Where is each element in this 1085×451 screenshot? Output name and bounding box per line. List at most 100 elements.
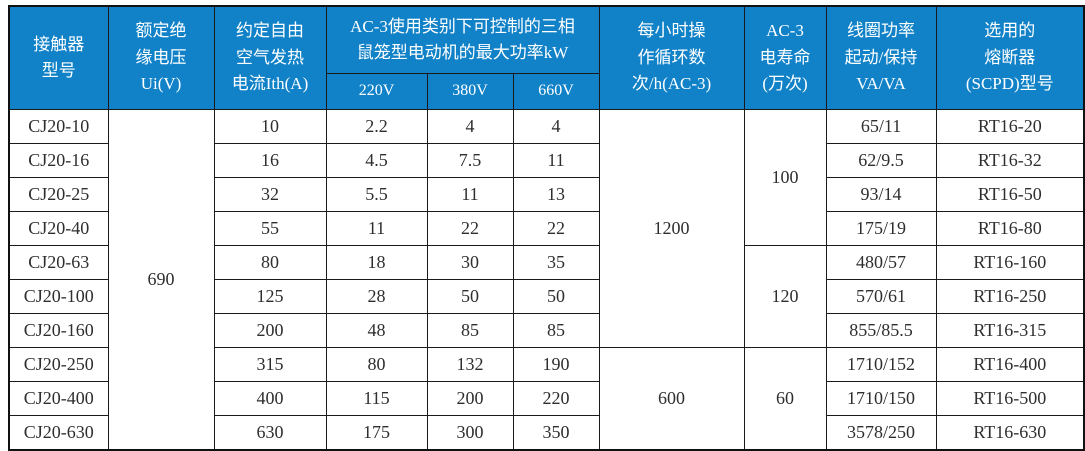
header-model: 接触器 型号 (8, 5, 109, 110)
cell-p220: 4.5 (325, 143, 428, 178)
cell-p380: 4 (426, 109, 514, 144)
cell-cycles-group2: 600 (598, 347, 745, 451)
cell-p220: 28 (325, 279, 428, 314)
cell-fuse: RT16-32 (935, 143, 1085, 178)
table-row: CJ20-40 55 11 22 22 175/19 RT16-80 (8, 211, 1085, 246)
header-220v: 220V (325, 73, 428, 110)
cell-p380: 30 (426, 245, 514, 280)
cell-life-group1: 100 (743, 109, 827, 246)
cell-fuse: RT16-315 (935, 313, 1085, 348)
header-row-top: 接触器 型号 额定绝 缘电压 Ui(V) 约定自由 空气发热 电流Ith(A) … (8, 5, 1085, 110)
header-thermal-current: 约定自由 空气发热 电流Ith(A) (213, 5, 327, 110)
cell-fuse: RT16-500 (935, 381, 1085, 416)
cell-coil: 570/61 (825, 279, 937, 314)
header-insulation-voltage: 额定绝 缘电压 Ui(V) (107, 5, 215, 110)
cell-p660: 350 (512, 415, 600, 451)
table-row: CJ20-16 16 4.5 7.5 11 62/9.5 RT16-32 (8, 143, 1085, 178)
cell-ith: 315 (213, 347, 327, 382)
cell-p380: 132 (426, 347, 514, 382)
cell-p660: 220 (512, 381, 600, 416)
cell-coil: 175/19 (825, 211, 937, 246)
cell-fuse: RT16-250 (935, 279, 1085, 314)
cell-p220: 18 (325, 245, 428, 280)
cell-coil: 65/11 (825, 109, 937, 144)
header-row-sub: 220V 380V 660V (9, 73, 1084, 110)
cell-fuse: RT16-80 (935, 211, 1085, 246)
cell-p220: 115 (325, 381, 428, 416)
cell-p660: 22 (512, 211, 600, 246)
cell-model: CJ20-10 (8, 109, 109, 144)
cell-p660: 13 (512, 177, 600, 212)
header-electrical-life: AC-3 电寿命 (万次) (743, 5, 827, 110)
cell-p660: 190 (512, 347, 600, 382)
header-coil-power: 线圈功率 起动/保持 VA/VA (825, 5, 937, 110)
cell-ith: 10 (213, 109, 327, 144)
cell-ith: 125 (213, 279, 327, 314)
cell-p660: 85 (512, 313, 600, 348)
cell-life-group2: 120 (743, 245, 827, 348)
cell-p220: 48 (325, 313, 428, 348)
cell-coil: 3578/250 (825, 415, 937, 451)
cell-model: CJ20-100 (8, 279, 109, 314)
cell-p380: 22 (426, 211, 514, 246)
cell-fuse: RT16-20 (935, 109, 1085, 144)
cell-coil: 62/9.5 (825, 143, 937, 178)
table-row: CJ20-100 125 28 50 50 570/61 RT16-250 (8, 279, 1085, 314)
cell-ith: 630 (213, 415, 327, 451)
cell-model: CJ20-400 (8, 381, 109, 416)
table-body: CJ20-10 690 10 2.2 4 4 1200 100 65/11 RT… (8, 109, 1085, 451)
header-fuse: 选用的 熔断器 (SCPD)型号 (935, 5, 1085, 110)
cell-coil: 480/57 (825, 245, 937, 280)
cell-p380: 300 (426, 415, 514, 451)
table-row: CJ20-63 80 18 30 35 120 480/57 RT16-160 (8, 245, 1085, 348)
cell-model: CJ20-16 (8, 143, 109, 178)
header-380v: 380V (426, 73, 514, 110)
cell-p380: 200 (426, 381, 514, 416)
cell-cycles-group1: 1200 (598, 109, 745, 348)
header-power-group: AC-3使用类别下可控制的三相 鼠笼型电动机的最大功率kW (325, 5, 600, 74)
cell-ith: 80 (213, 245, 327, 280)
header-660v: 660V (512, 73, 600, 110)
cell-p380: 7.5 (426, 143, 514, 178)
cell-model: CJ20-63 (8, 245, 109, 280)
table-row: CJ20-25 32 5.5 11 13 93/14 RT16-50 (8, 177, 1085, 212)
cell-p380: 11 (426, 177, 514, 212)
cell-model: CJ20-25 (8, 177, 109, 212)
cell-ith: 55 (213, 211, 327, 246)
cell-coil: 855/85.5 (825, 313, 937, 348)
cell-p380: 85 (426, 313, 514, 348)
table-row: CJ20-400 400 115 200 220 1710/150 RT16-5… (8, 381, 1085, 416)
cell-insulation-voltage: 690 (107, 109, 215, 451)
table-row: CJ20-10 690 10 2.2 4 4 1200 100 65/11 RT… (8, 109, 1085, 451)
cell-ith: 400 (213, 381, 327, 416)
cell-coil: 1710/152 (825, 347, 937, 382)
cell-model: CJ20-160 (8, 313, 109, 348)
contactor-spec-table: 接触器 型号 额定绝 缘电压 Ui(V) 约定自由 空气发热 电流Ith(A) … (8, 5, 1085, 451)
cell-p220: 2.2 (325, 109, 428, 144)
cell-p220: 175 (325, 415, 428, 451)
cell-ith: 16 (213, 143, 327, 178)
cell-p220: 80 (325, 347, 428, 382)
cell-coil: 1710/150 (825, 381, 937, 416)
table-header: 接触器 型号 额定绝 缘电压 Ui(V) 约定自由 空气发热 电流Ith(A) … (8, 5, 1085, 110)
cell-fuse: RT16-400 (935, 347, 1085, 382)
cell-model: CJ20-40 (8, 211, 109, 246)
cell-model: CJ20-250 (8, 347, 109, 382)
page: 接触器 型号 额定绝 缘电压 Ui(V) 约定自由 空气发热 电流Ith(A) … (8, 5, 1085, 451)
cell-ith: 32 (213, 177, 327, 212)
cell-ith: 200 (213, 313, 327, 348)
cell-p660: 35 (512, 245, 600, 280)
cell-model: CJ20-630 (8, 415, 109, 451)
cell-p660: 4 (512, 109, 600, 144)
cell-p660: 50 (512, 279, 600, 314)
cell-p220: 5.5 (325, 177, 428, 212)
cell-coil: 93/14 (825, 177, 937, 212)
header-cycles: 每小时操 作循环数 次/h(AC-3) (598, 5, 745, 110)
cell-p380: 50 (426, 279, 514, 314)
cell-p220: 11 (325, 211, 428, 246)
cell-life-group3: 60 (743, 347, 827, 451)
cell-fuse: RT16-630 (935, 415, 1085, 451)
table-row: CJ20-160 200 48 85 85 855/85.5 RT16-315 (8, 313, 1085, 348)
cell-fuse: RT16-160 (935, 245, 1085, 280)
table-row: CJ20-250 315 80 132 190 600 60 1710/152 … (8, 347, 1085, 451)
